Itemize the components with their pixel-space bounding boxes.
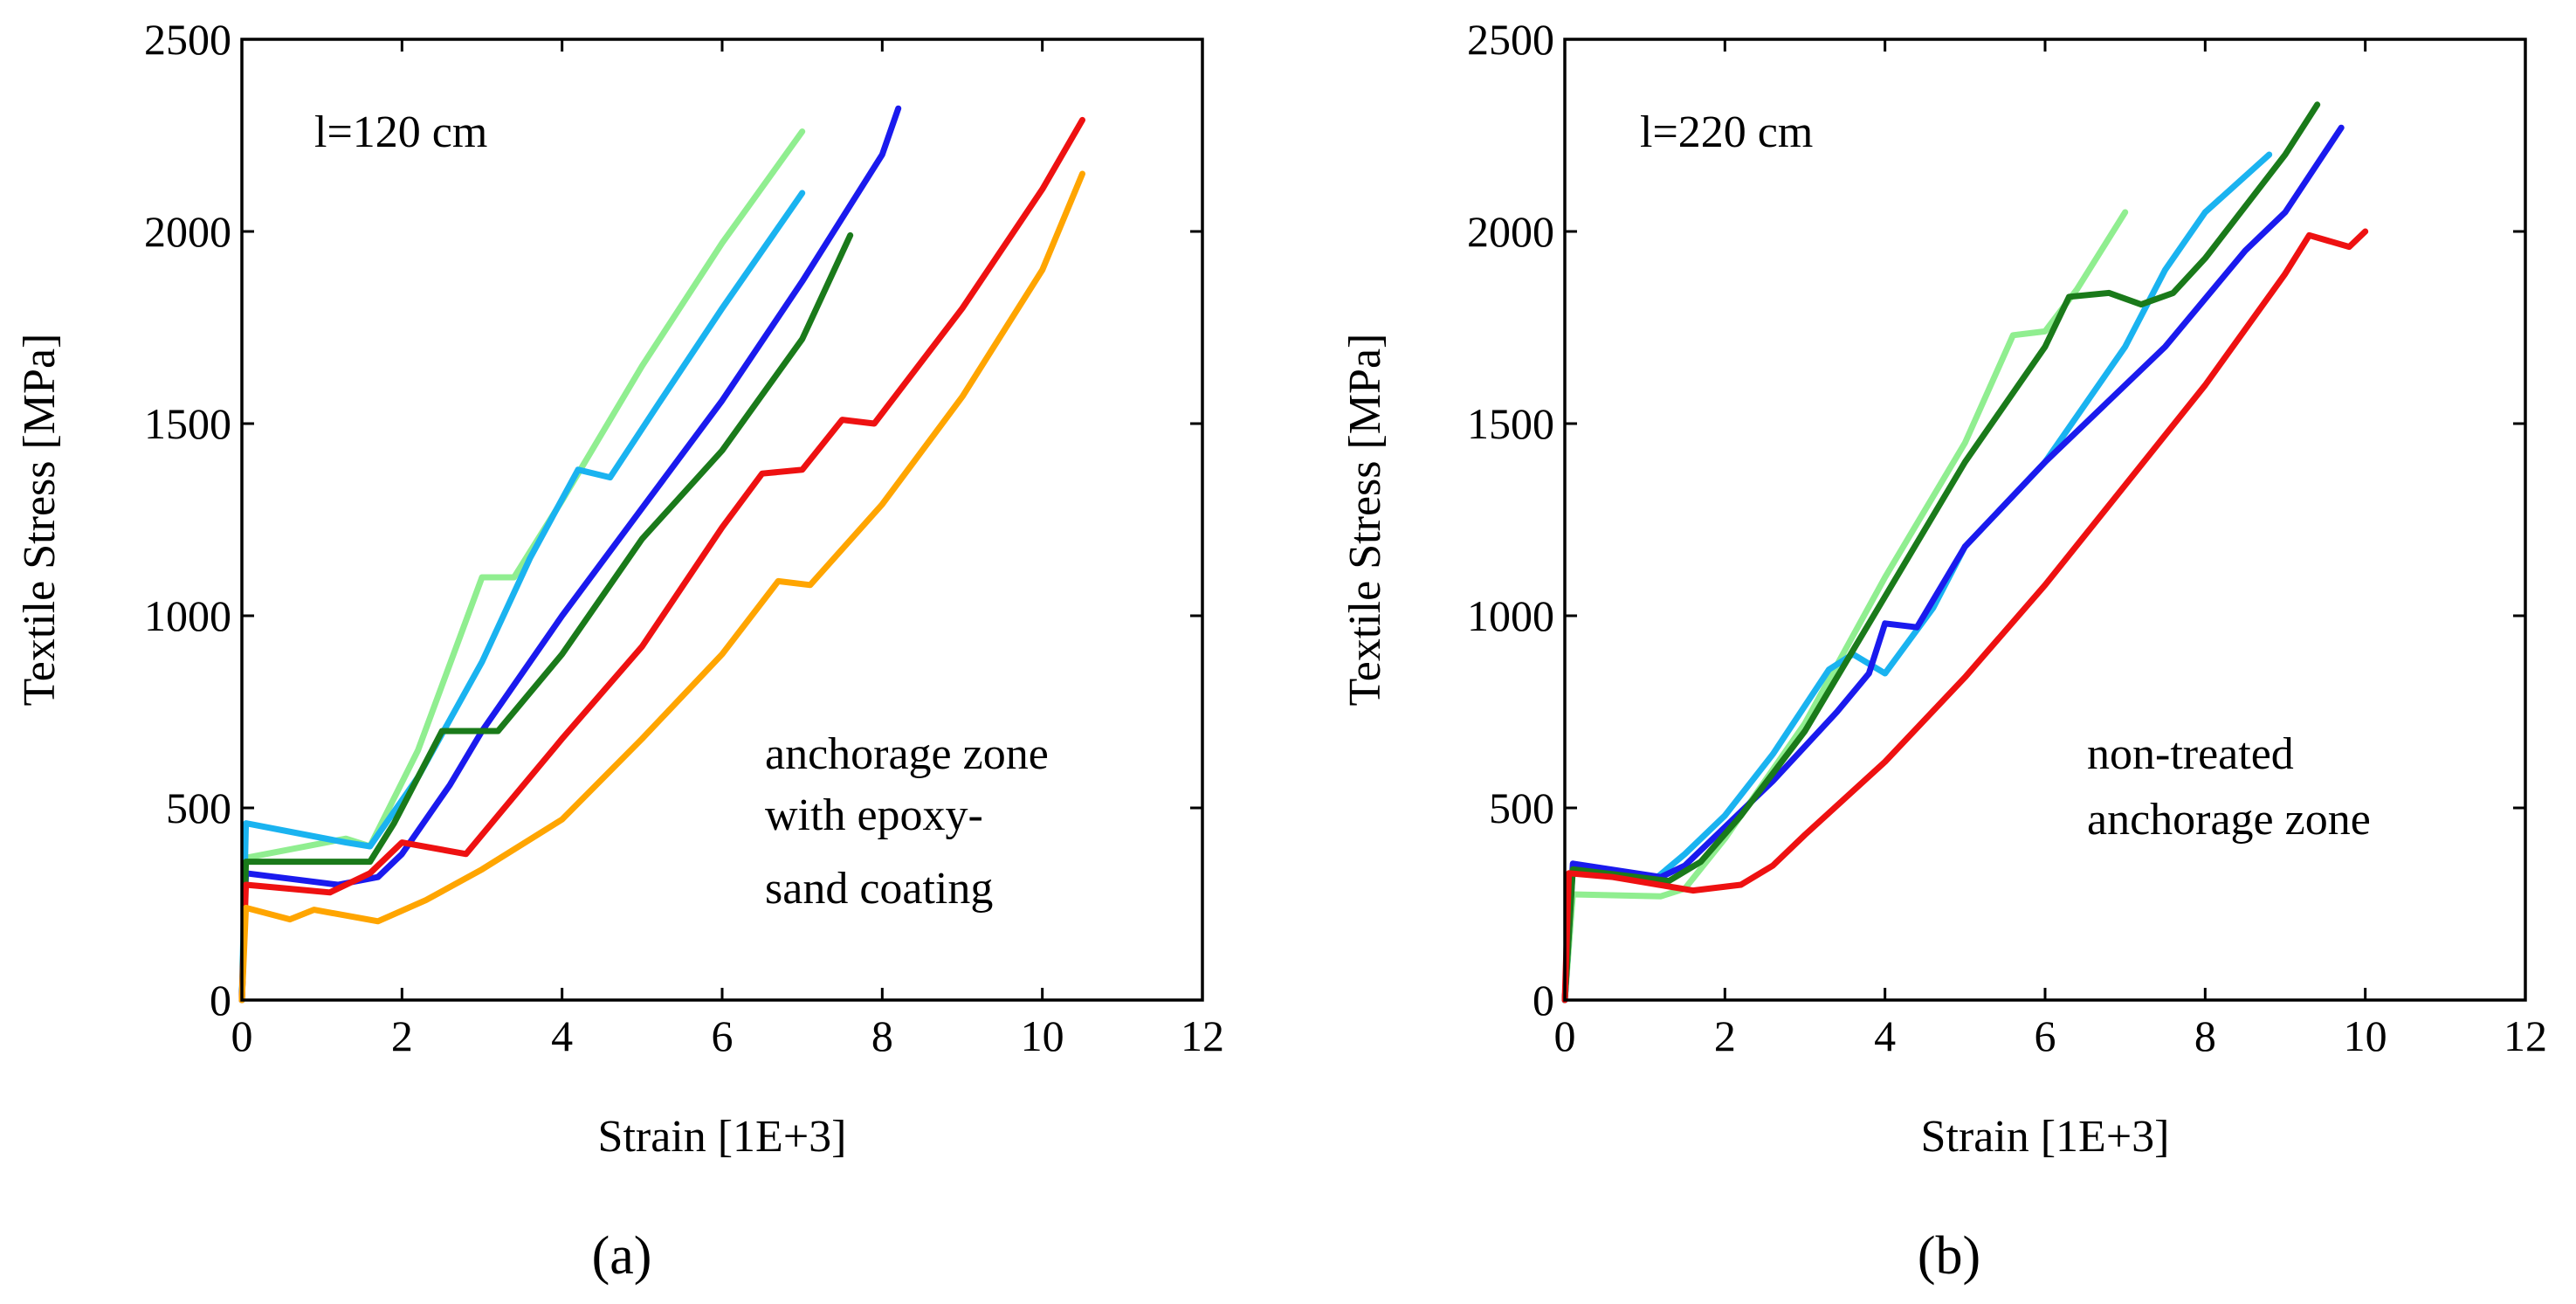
- y-tick-label: 500: [166, 783, 231, 832]
- condition-note-line-2: with epoxy-: [765, 790, 983, 840]
- condition-note-line-1: anchorage zone: [765, 729, 1049, 779]
- panel-label: (b): [1918, 1226, 1980, 1286]
- series-line-specimen-red: [238, 116, 1085, 1004]
- x-tick-label: 6: [2035, 1011, 2056, 1060]
- condition-note-line-3: sand coating: [765, 864, 993, 914]
- series-line-specimen-red: [1561, 228, 2369, 1004]
- y-tick-label: 0: [210, 976, 231, 1025]
- length-annotation: l=120 cm: [314, 107, 487, 157]
- x-tick-label: 8: [2194, 1011, 2216, 1060]
- y-tick-label: 1500: [1467, 399, 1554, 448]
- y-axis-title: Textile Stress [MPa]: [1340, 334, 1390, 707]
- x-tick-label: 10: [1021, 1011, 1064, 1060]
- series-line-specimen-light-green: [238, 128, 806, 1004]
- series-line-specimen-blue: [1561, 124, 2345, 1004]
- x-tick-label: 6: [712, 1011, 734, 1060]
- chart-panel-b: 0 2 4 6 8 10 12 0 500 1000 1500 2000 2500 l=220 cm n…: [1340, 15, 2547, 1286]
- y-tick-label: 2500: [1467, 15, 1554, 64]
- y-tick-label: 2000: [144, 207, 231, 256]
- condition-note-line-1: non-treated: [2087, 729, 2294, 779]
- x-tick-label: 12: [1181, 1011, 1224, 1060]
- x-tick-label: 10: [2344, 1011, 2387, 1060]
- y-axis-title: Textile Stress [MPa]: [15, 334, 65, 707]
- y-tick-label: 1500: [144, 399, 231, 448]
- series-line-specimen-orange: [238, 170, 1085, 1004]
- y-tick-label: 500: [1489, 783, 1554, 832]
- x-tick-label: 0: [231, 1011, 253, 1060]
- series-line-specimen-dark-green: [238, 231, 854, 1004]
- length-annotation: l=220 cm: [1640, 107, 1813, 157]
- plot-series-layer: [238, 105, 1085, 1004]
- x-tick-label: 8: [871, 1011, 893, 1060]
- x-axis-title: Strain [1E+3]: [598, 1112, 847, 1162]
- series-line-specimen-dark-green: [1561, 101, 2321, 1004]
- plot-series-layer: [1561, 101, 2369, 1004]
- panel-label: (a): [592, 1226, 652, 1286]
- y-tick-label: 0: [1533, 976, 1554, 1025]
- x-axis-title: Strain [1E+3]: [1921, 1112, 2170, 1162]
- series-line-specimen-light-green: [1561, 209, 2129, 1004]
- condition-note-line-2: anchorage zone: [2087, 795, 2371, 845]
- y-tick-label: 1000: [1467, 591, 1554, 640]
- y-tick-label: 2000: [1467, 207, 1554, 256]
- axis-ticks: 0 2 4 6 8 10 12 0 500 1000 1500 2000 2500: [1467, 15, 2547, 1060]
- y-tick-label: 2500: [144, 15, 231, 64]
- x-tick-label: 12: [2504, 1011, 2547, 1060]
- chart-panel-a: 0 2 4 6 8 10 12 0 500 1000 1500 2000 2500 l=120 cm a…: [15, 15, 1224, 1286]
- series-line-specimen-light-blue: [238, 190, 806, 1004]
- x-tick-label: 2: [391, 1011, 413, 1060]
- axis-ticks: 0 2 4 6 8 10 12 0 500 1000 1500 2000 2500: [144, 15, 1224, 1060]
- y-tick-label: 1000: [144, 591, 231, 640]
- x-tick-label: 4: [551, 1011, 573, 1060]
- x-tick-label: 0: [1554, 1011, 1576, 1060]
- x-tick-label: 4: [1874, 1011, 1896, 1060]
- x-tick-label: 2: [1714, 1011, 1736, 1060]
